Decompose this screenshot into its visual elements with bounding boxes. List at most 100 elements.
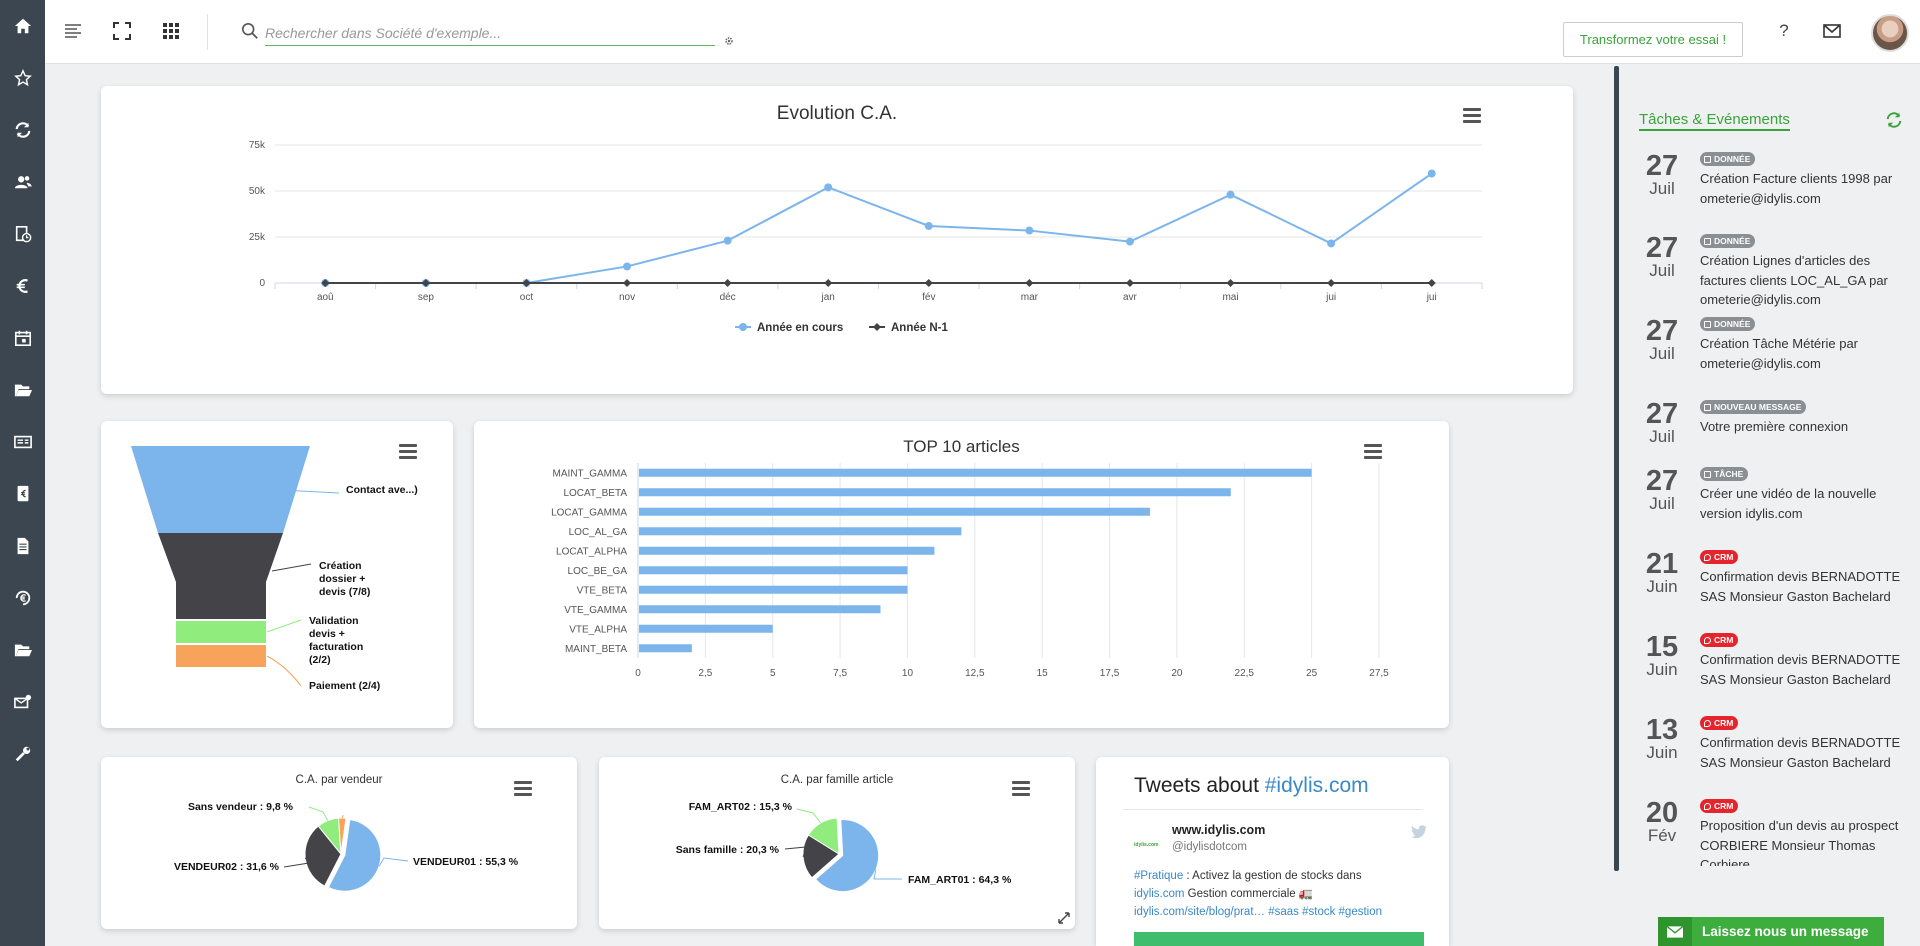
y-tick-label: LOCAT_GAMMA [551, 507, 627, 518]
data-point[interactable] [1327, 239, 1336, 248]
bar[interactable] [639, 468, 1312, 477]
x-tick-label: 7,5 [833, 668, 847, 679]
data-point[interactable] [623, 262, 632, 271]
sidebar-item-planning[interactable] [0, 208, 45, 260]
bar[interactable] [639, 585, 908, 594]
pie-slice[interactable] [802, 834, 840, 879]
data-point[interactable] [1125, 279, 1134, 287]
pie-slice[interactable] [807, 817, 840, 855]
chart-menu-button[interactable] [1364, 444, 1382, 459]
sidebar-item-payments[interactable] [0, 572, 45, 624]
data-point[interactable] [1125, 237, 1134, 246]
sidebar-item-sync[interactable] [0, 104, 45, 156]
event-item[interactable]: 20 Fév CRM Proposition d'un devis au prospe… [1639, 799, 1909, 866]
funnel-stage[interactable] [158, 533, 283, 619]
sidebar-item-documents[interactable] [0, 364, 45, 416]
funnel-chart: Contact ave...) Création dossier + devis (7… [131, 446, 418, 692]
search-input[interactable] [265, 20, 715, 46]
data-point[interactable] [824, 279, 833, 287]
bar[interactable] [639, 566, 908, 575]
chart-menu-button[interactable] [399, 444, 417, 459]
sidebar-item-reports[interactable] [0, 520, 45, 572]
tweet-link[interactable]: idylis.com [1134, 888, 1185, 900]
bar[interactable] [639, 644, 692, 653]
fullscreen-button[interactable] [111, 20, 133, 42]
data-point[interactable] [1427, 169, 1436, 178]
sidebar-item-home[interactable] [0, 0, 45, 52]
idylis-logo[interactable]: idylis.com [1134, 842, 1159, 848]
chart-title: TOP 10 articles [903, 437, 1020, 456]
twitter-bird-icon[interactable] [1411, 825, 1427, 839]
data-point[interactable] [623, 279, 632, 287]
panel-scrollbar[interactable] [1614, 66, 1619, 871]
bar[interactable] [639, 605, 881, 614]
leave-message-button[interactable]: Laissez nous un message [1658, 917, 1884, 946]
id-card-icon [13, 435, 32, 449]
sidebar-item-contacts[interactable] [0, 156, 45, 208]
messages-button[interactable] [1821, 20, 1843, 42]
funnel-stage[interactable] [176, 645, 266, 667]
tweets-hashtag-link[interactable]: #idylis.com [1264, 774, 1369, 797]
resize-icon[interactable] [1058, 912, 1070, 924]
help-button[interactable]: ? [1779, 21, 1789, 40]
legend-item[interactable]: Année N-1 [869, 322, 948, 334]
sidebar-item-files[interactable] [0, 624, 45, 676]
search-settings-icon[interactable] [724, 36, 734, 46]
db-icon [1704, 238, 1711, 245]
sidebar-item-tools[interactable] [0, 728, 45, 780]
data-point[interactable] [1025, 226, 1034, 235]
event-text: Votre première connexion [1700, 419, 1849, 434]
bar[interactable] [639, 624, 773, 633]
data-point[interactable] [421, 279, 430, 287]
data-point[interactable] [1025, 279, 1034, 287]
data-point[interactable] [1226, 279, 1235, 287]
pie-slice[interactable] [338, 817, 347, 855]
x-tick-label: 5 [770, 668, 776, 679]
sidebar-item-calendar[interactable] [0, 312, 45, 364]
topbar-divider [207, 14, 208, 50]
chart-menu-button[interactable] [1463, 108, 1481, 123]
bar[interactable] [639, 527, 962, 536]
event-badge-label: CRM [1714, 552, 1734, 562]
funnel-stage[interactable] [131, 446, 310, 533]
chart-menu-button[interactable] [514, 781, 532, 796]
data-point[interactable] [1427, 279, 1436, 287]
sidebar-item-invoices[interactable] [0, 468, 45, 520]
sidebar-item-finance[interactable] [0, 260, 45, 312]
event-day: 20 [1645, 799, 1679, 829]
data-point[interactable] [522, 279, 531, 287]
data-point[interactable] [924, 279, 933, 287]
data-point[interactable] [824, 183, 833, 192]
bar[interactable] [639, 546, 935, 555]
legend-item[interactable]: Année en cours [735, 322, 843, 334]
menu-toggle-button[interactable] [62, 20, 84, 42]
data-point[interactable] [723, 236, 732, 245]
sidebar-item-mail-settings[interactable] [0, 676, 45, 728]
chart-menu-button[interactable] [1012, 781, 1030, 796]
refresh-icon[interactable] [1885, 111, 1903, 129]
tweet-hashtags[interactable]: #saas #stock #gestion [1265, 906, 1383, 918]
bar[interactable] [639, 507, 1150, 516]
data-point[interactable] [1327, 279, 1336, 287]
data-point[interactable] [1226, 190, 1235, 199]
data-point[interactable] [723, 279, 732, 287]
avatar[interactable] [1871, 14, 1909, 52]
tweet-hashtag-link[interactable]: #Pratique [1134, 870, 1184, 882]
data-point[interactable] [321, 279, 330, 287]
pin-icon [1704, 803, 1711, 810]
data-point[interactable] [924, 221, 933, 230]
apps-grid-button[interactable] [160, 20, 182, 42]
x-tick-label: jui [1426, 292, 1437, 303]
tweet-account-handle[interactable]: @idylisdotcom [1172, 841, 1247, 853]
sidebar-item-favorites[interactable] [0, 52, 45, 104]
tweet-account-name[interactable]: www.idylis.com [1172, 823, 1266, 837]
menu-lines-icon [65, 24, 81, 38]
pie-chart: VENDEUR01 : 55,3 % VENDEUR02 : 31,6 % Sans… [174, 801, 519, 892]
bar[interactable] [639, 488, 1231, 497]
tweet-link[interactable]: idylis.com/site/blog/prat… [1134, 906, 1266, 918]
pie-slice[interactable] [814, 819, 880, 893]
tweet-media-preview[interactable] [1134, 932, 1424, 946]
sidebar-item-cards[interactable] [0, 416, 45, 468]
funnel-stage[interactable] [176, 621, 266, 643]
upgrade-trial-button[interactable]: Transformez votre essai ! [1563, 22, 1743, 57]
